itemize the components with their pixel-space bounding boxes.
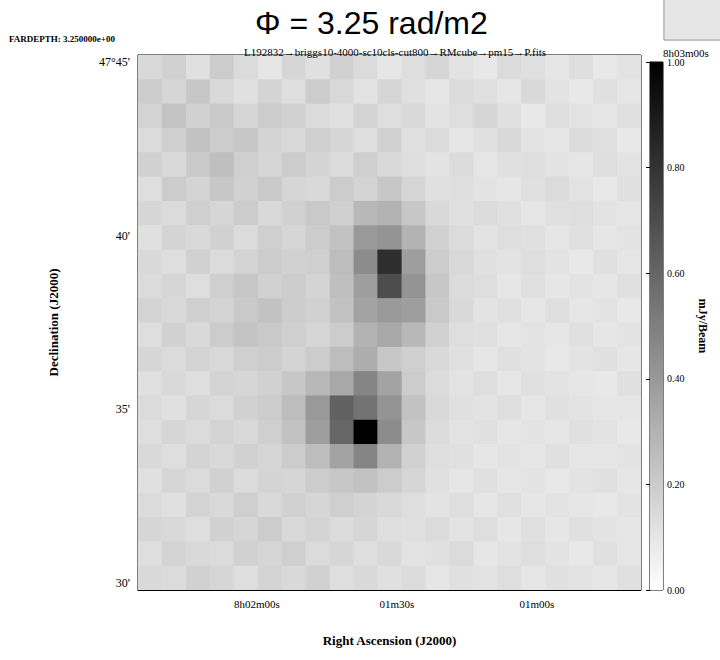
svg-text:0.60: 0.60: [667, 268, 685, 279]
svg-text:47°45': 47°45': [99, 55, 130, 69]
svg-text:FARDEPTH: 3.250000e+00: FARDEPTH: 3.250000e+00: [9, 34, 115, 44]
svg-text:8h03m00s: 8h03m00s: [663, 47, 709, 59]
svg-text:mJy/Beam: mJy/Beam: [696, 299, 710, 354]
svg-text:L192832→briggs10-4000-sc10cls-: L192832→briggs10-4000-sc10cls-cut800→RMc…: [244, 46, 546, 58]
svg-text:8h02m00s: 8h02m00s: [234, 598, 280, 610]
svg-text:30': 30': [116, 576, 130, 590]
svg-text:0.00: 0.00: [667, 585, 685, 596]
svg-text:01m30s: 01m30s: [380, 598, 415, 610]
svg-text:40': 40': [116, 229, 130, 243]
svg-text:Declination (J2000): Declination (J2000): [46, 269, 61, 377]
svg-text:35': 35': [116, 402, 130, 416]
svg-text:01m00s: 01m00s: [520, 598, 555, 610]
svg-text:0.40: 0.40: [667, 373, 685, 384]
svg-text:Φ = 3.25 rad/m2: Φ = 3.25 rad/m2: [255, 5, 488, 41]
svg-text:0.80: 0.80: [667, 162, 685, 173]
svg-text:Right Ascension (J2000): Right Ascension (J2000): [323, 633, 457, 648]
svg-text:1.00: 1.00: [667, 56, 685, 68]
svg-text:0.20: 0.20: [667, 479, 685, 490]
